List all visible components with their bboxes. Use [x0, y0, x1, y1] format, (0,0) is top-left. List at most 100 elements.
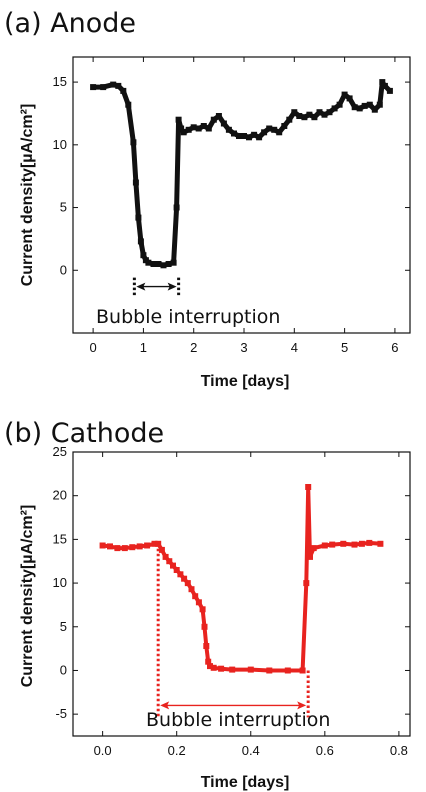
anode-title: (a) Anode	[4, 8, 136, 39]
data-point	[229, 666, 236, 673]
data-point	[261, 129, 268, 136]
series-line	[102, 485, 381, 673]
data-point	[99, 542, 106, 549]
data-point	[173, 567, 180, 573]
data-point	[170, 259, 177, 266]
anode-x-axis-label: Time [days]	[201, 373, 290, 390]
x-tick-label: 4	[291, 340, 298, 355]
data-point	[215, 113, 222, 119]
data-point	[247, 666, 254, 673]
y-tick-label: -5	[55, 706, 67, 721]
data-point	[286, 116, 293, 123]
y-tick-label: 0	[60, 262, 67, 277]
data-point	[162, 553, 169, 560]
x-tick-label: 0.6	[316, 743, 334, 758]
data-point	[305, 484, 312, 490]
x-tick-label: 0.0	[94, 743, 112, 758]
y-tick-label: 15	[53, 531, 67, 546]
cathode-y-axis-label: Current density[µA/cm²]	[19, 505, 36, 688]
data-point	[201, 623, 208, 630]
data-point	[331, 105, 338, 112]
cathode-title: (b) Cathode	[4, 418, 164, 449]
data-point	[166, 558, 173, 565]
arrow-head-left	[136, 282, 146, 291]
data-point	[321, 111, 328, 118]
cathode-plot-frame	[72, 451, 411, 737]
data-point	[158, 546, 165, 553]
data-point	[256, 134, 263, 141]
data-point	[306, 111, 313, 118]
data-point	[210, 664, 217, 671]
arrow-head-right	[297, 701, 307, 710]
data-point	[195, 125, 202, 132]
data-point	[341, 91, 348, 98]
data-point	[160, 262, 167, 269]
data-point	[225, 126, 232, 133]
x-tick-label: 0.4	[242, 743, 260, 758]
anode-y-axis-label: Current density[µA/cm²]	[19, 104, 36, 287]
y-tick-label: 0	[60, 662, 67, 677]
data-point	[178, 125, 185, 132]
data-point	[361, 102, 368, 109]
data-point	[192, 593, 199, 600]
cathode-interruption-marker	[156, 543, 310, 718]
data-point	[181, 575, 188, 582]
data-point	[307, 553, 313, 560]
data-point	[180, 129, 187, 136]
data-point	[379, 79, 386, 86]
data-point	[190, 124, 197, 131]
cathode-panel: (b) Cathode -5 0 5 10 15 20 25 0.0 0.2 0.4 0.6 0.8…	[4, 418, 411, 791]
data-point	[377, 540, 384, 547]
data-point	[220, 120, 227, 127]
cathode-x-axis-label: Time [days]	[201, 774, 290, 791]
data-point	[386, 87, 393, 94]
data-point	[311, 114, 318, 121]
data-point	[241, 133, 247, 139]
x-tick-label: 5	[341, 340, 348, 355]
data-point	[173, 204, 180, 211]
anode-x-tick-labels: 0 1 2 3 4 5 6	[90, 340, 399, 355]
data-point	[376, 101, 383, 108]
data-point	[121, 545, 128, 552]
data-point	[291, 109, 298, 116]
data-point	[120, 87, 127, 94]
anode-y-tick-labels: 0 5 10 15	[53, 74, 67, 277]
data-point	[129, 544, 136, 551]
data-point	[310, 545, 317, 552]
cathode-ticks	[73, 451, 410, 736]
anode-panel: (a) Anode 0 5 10 15 0 1 2 3 4 5 6 Bubble interrup…	[4, 8, 411, 390]
cathode-annotation: Bubble interruption	[146, 709, 330, 731]
data-point	[132, 179, 139, 186]
data-point	[110, 81, 117, 88]
anode-plot-frame	[72, 56, 411, 334]
data-point	[366, 101, 373, 108]
data-point	[246, 134, 252, 141]
x-tick-label: 1	[140, 340, 147, 355]
data-point	[100, 84, 107, 91]
y-tick-label: 25	[53, 444, 67, 459]
y-tick-label: 20	[53, 488, 67, 503]
data-point	[135, 214, 142, 221]
data-point	[284, 667, 291, 674]
data-point	[205, 125, 212, 132]
data-point	[251, 131, 258, 138]
data-point	[175, 116, 182, 123]
data-point	[199, 606, 206, 613]
data-point	[336, 101, 343, 108]
data-point	[151, 540, 158, 547]
data-point	[207, 663, 213, 670]
data-point	[281, 123, 288, 129]
data-point	[371, 106, 378, 113]
data-point	[188, 586, 195, 593]
data-point	[144, 542, 151, 549]
data-point	[366, 539, 373, 546]
data-point	[107, 543, 113, 550]
data-point	[165, 261, 172, 267]
data-point	[266, 667, 273, 674]
data-point	[90, 84, 97, 91]
data-point	[299, 667, 306, 674]
data-point	[316, 109, 323, 116]
cathode-y-tick-labels: -5 0 5 10 15 20 25	[53, 444, 67, 721]
y-tick-label: 5	[60, 619, 67, 634]
